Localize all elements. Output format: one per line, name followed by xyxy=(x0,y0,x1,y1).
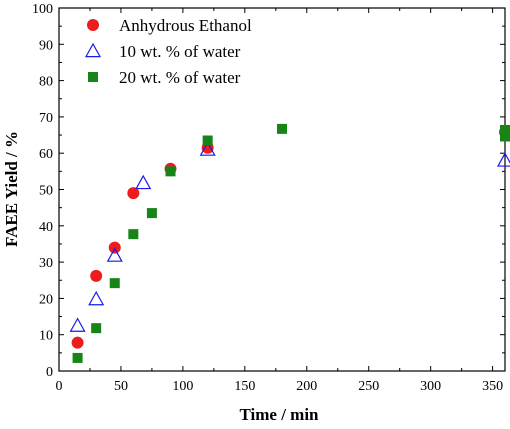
y-tick-label: 70 xyxy=(39,111,53,126)
x-tick-label: 100 xyxy=(172,379,193,394)
data-point-series-2 xyxy=(500,131,510,142)
data-points xyxy=(69,123,510,363)
y-tick-label: 90 xyxy=(39,38,53,53)
x-tick-label: 300 xyxy=(420,379,441,394)
x-tick-label: 0 xyxy=(56,379,63,394)
legend: Anhydrous Ethanol 10 wt. % of water 20 wt.… xyxy=(84,16,252,87)
data-point-series-1 xyxy=(106,247,123,262)
data-point-series-2 xyxy=(91,323,102,334)
x-tick-label: 50 xyxy=(114,379,128,394)
x-tick-label: 350 xyxy=(482,379,503,394)
data-point-series-2 xyxy=(128,229,139,240)
data-point-series-1 xyxy=(496,152,510,167)
plot-frame xyxy=(58,7,506,372)
data-point-series-0 xyxy=(90,269,103,282)
y-tick-label: 30 xyxy=(39,256,53,271)
data-point-series-2 xyxy=(146,208,157,219)
data-point-series-1 xyxy=(135,174,152,190)
legend-marker-0 xyxy=(87,19,99,31)
y-tick-label: 40 xyxy=(39,220,53,235)
data-point-series-1 xyxy=(88,290,105,306)
y-axis-title: FAEE Yield / % xyxy=(2,131,21,247)
y-tick-label: 50 xyxy=(39,184,53,199)
y-tick-label: 80 xyxy=(39,75,53,90)
x-axis-title: Time / min xyxy=(239,405,319,424)
data-point-series-2 xyxy=(165,166,176,177)
x-tick-label: 250 xyxy=(358,379,379,394)
legend-label-1: 10 wt. % of water xyxy=(119,42,241,61)
legend-marker-1 xyxy=(84,42,102,58)
x-tick-label: 150 xyxy=(234,379,255,394)
legend-label-2: 20 wt. % of water xyxy=(119,68,241,87)
data-point-series-0 xyxy=(127,187,140,200)
y-tick-label: 100 xyxy=(32,2,53,17)
legend-label-0: Anhydrous Ethanol xyxy=(119,16,252,35)
data-point-series-2 xyxy=(109,278,120,289)
data-point-series-2 xyxy=(277,123,287,134)
data-point-series-2 xyxy=(72,352,83,363)
y-tick-label: 0 xyxy=(46,365,53,380)
data-point-series-2 xyxy=(500,124,510,135)
data-point-series-1 xyxy=(199,141,216,156)
data-point-series-2 xyxy=(202,135,213,146)
y-tick-label: 60 xyxy=(39,147,53,162)
x-tick-label: 200 xyxy=(296,379,317,394)
y-tick-label: 20 xyxy=(39,292,53,307)
legend-marker-2 xyxy=(88,72,98,82)
data-point-series-1 xyxy=(69,317,86,332)
data-point-series-0 xyxy=(71,336,84,349)
y-tick-label: 10 xyxy=(39,329,53,344)
axes: 0 50 100 150 200 250 300 350 0 10 20 30 40 50 60 70 80 90… xyxy=(32,2,506,394)
